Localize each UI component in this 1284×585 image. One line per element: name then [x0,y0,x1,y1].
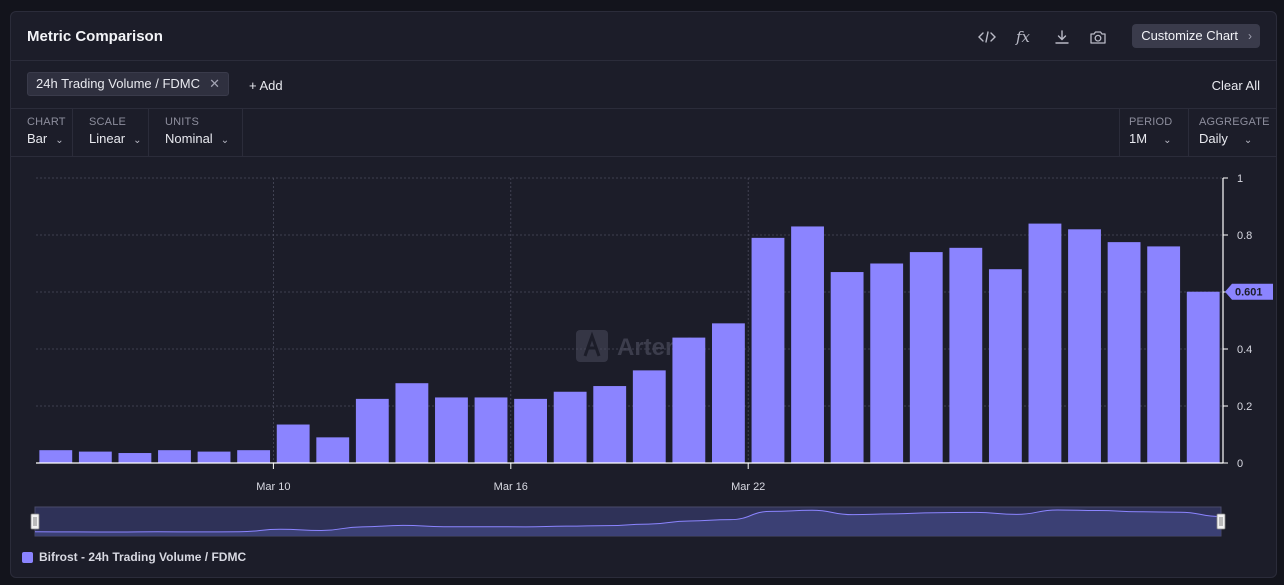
x-tick-label: Mar 16 [494,481,528,493]
chevron-right-icon: › [1248,29,1252,43]
bar [395,383,429,463]
metrics-bar: 24h Trading Volume / FDMC ✕ + Add Clear … [11,61,1276,109]
chart-type-label: CHART [27,116,66,128]
bar [316,437,350,463]
panel-header: Metric Comparison fx Customize Chart › [11,12,1276,61]
aggregate-label: AGGREGATE [1199,116,1270,128]
bar [197,451,231,463]
aggregate-select[interactable]: AGGREGATE Daily ⌄ [1188,109,1276,156]
chevron-down-icon: ⌄ [220,135,230,146]
bar [672,337,706,463]
scale-label: SCALE [89,116,127,128]
y-tick-label: 0 [1237,458,1243,470]
bar [1147,246,1181,463]
bar [988,269,1022,463]
units-label: UNITS [165,116,199,128]
y-tick-label: 0.2 [1237,401,1252,413]
units-select[interactable]: UNITS Nominal ⌄ [149,109,243,156]
artemis-logo-icon [576,330,608,362]
bar [632,370,666,463]
period-label: PERIOD [1129,116,1173,128]
scale-select[interactable]: SCALE Linear ⌄ [73,109,149,156]
last-value-flag [1225,283,1273,300]
bar [237,450,271,463]
bar [158,450,191,463]
bar [435,397,468,463]
bar [909,252,943,463]
y-tick-label: 1 [1237,173,1243,185]
period-value: 1M [1129,131,1148,146]
bar [474,397,508,463]
chevron-down-icon: ⌄ [133,135,142,146]
legend[interactable]: Bifrost - 24h Trading Volume / FDMC [22,550,246,564]
bar [355,398,389,463]
x-tick-label: Mar 10 [256,481,290,493]
bar [751,237,785,463]
period-select[interactable]: PERIOD 1M ⌄ [1119,109,1188,156]
last-value-label: 0.601 [1235,287,1263,299]
artemis-logo-mark [583,331,601,357]
bar [830,272,864,463]
code-icon[interactable] [976,26,998,48]
bar [593,386,627,463]
fx-icon[interactable]: fx [1015,28,1030,46]
page-title: Metric Comparison [27,28,163,45]
chart-controls: CHART Bar ⌄ SCALE Linear ⌄ UNITS Nominal ⌄ … [11,109,1276,157]
bar [949,247,983,463]
scale-value: Linear [89,131,126,146]
clear-all-button[interactable]: Clear All [1211,78,1260,93]
close-icon[interactable]: ✕ [209,76,221,91]
bar [1028,223,1062,463]
bar [118,453,152,463]
metric-comparison-panel: Metric Comparison fx Customize Chart › 2… [10,11,1277,578]
bar [39,450,73,463]
bar [1068,229,1101,463]
bar [276,424,310,463]
grid-lines [36,177,1223,463]
navigator-right-handle[interactable] [1216,513,1226,530]
bar [1186,291,1220,463]
metric-chip-label: 24h Trading Volume / FDMC [36,76,201,91]
bars [39,223,1220,463]
download-icon[interactable] [1051,26,1073,48]
bar [78,451,112,463]
add-metric-button[interactable]: + Add [249,78,283,93]
bar [711,323,745,463]
chevron-down-icon: ⌄ [55,135,64,146]
y-tick-label: 0.4 [1237,344,1252,356]
legend-swatch [22,551,33,563]
bar [553,391,587,463]
x-tick-label: Mar 22 [731,481,765,493]
units-value: Nominal [165,131,213,146]
metric-chip[interactable]: 24h Trading Volume / FDMC ✕ [27,72,230,96]
customize-chart-button[interactable]: Customize Chart › [1132,24,1260,48]
legend-label: Bifrost - 24h Trading Volume / FDMC [39,550,247,564]
chart-type-select[interactable]: CHART Bar ⌄ [11,109,73,156]
navigator-area [35,510,1221,536]
navigator-left-handle[interactable] [30,513,40,530]
bar [791,226,824,463]
y-tick-label: 0.8 [1237,230,1252,242]
chevron-down-icon: ⌄ [1163,135,1172,146]
camera-icon[interactable] [1087,26,1109,48]
bar [514,398,548,463]
aggregate-value: Daily [1199,131,1228,146]
navigator-line [34,509,1222,533]
bar [1107,242,1141,463]
chevron-down-icon: ⌄ [1243,135,1253,146]
chart-type-value: Bar [27,131,48,146]
customize-chart-label: Customize Chart [1141,28,1238,43]
bar [870,263,904,463]
range-navigator[interactable] [30,506,1226,537]
